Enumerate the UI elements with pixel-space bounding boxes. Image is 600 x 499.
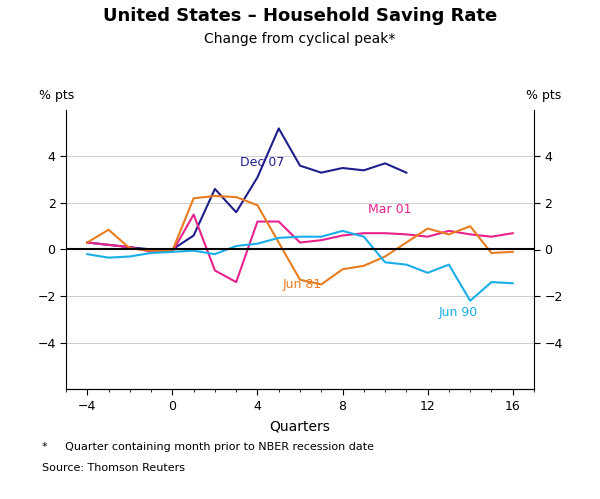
Text: % pts: % pts (39, 89, 74, 102)
Text: Dec 07: Dec 07 (241, 156, 285, 169)
Text: United States – Household Saving Rate: United States – Household Saving Rate (103, 7, 497, 25)
Text: Mar 01: Mar 01 (368, 204, 412, 217)
Text: *     Quarter containing month prior to NBER recession date: * Quarter containing month prior to NBER… (42, 442, 374, 452)
Text: Jun 90: Jun 90 (438, 306, 478, 319)
Text: Change from cyclical peak*: Change from cyclical peak* (205, 32, 395, 46)
Text: Jun 81: Jun 81 (283, 278, 322, 291)
X-axis label: Quarters: Quarters (269, 420, 331, 434)
Text: % pts: % pts (526, 89, 561, 102)
Text: Source: Thomson Reuters: Source: Thomson Reuters (42, 463, 185, 473)
